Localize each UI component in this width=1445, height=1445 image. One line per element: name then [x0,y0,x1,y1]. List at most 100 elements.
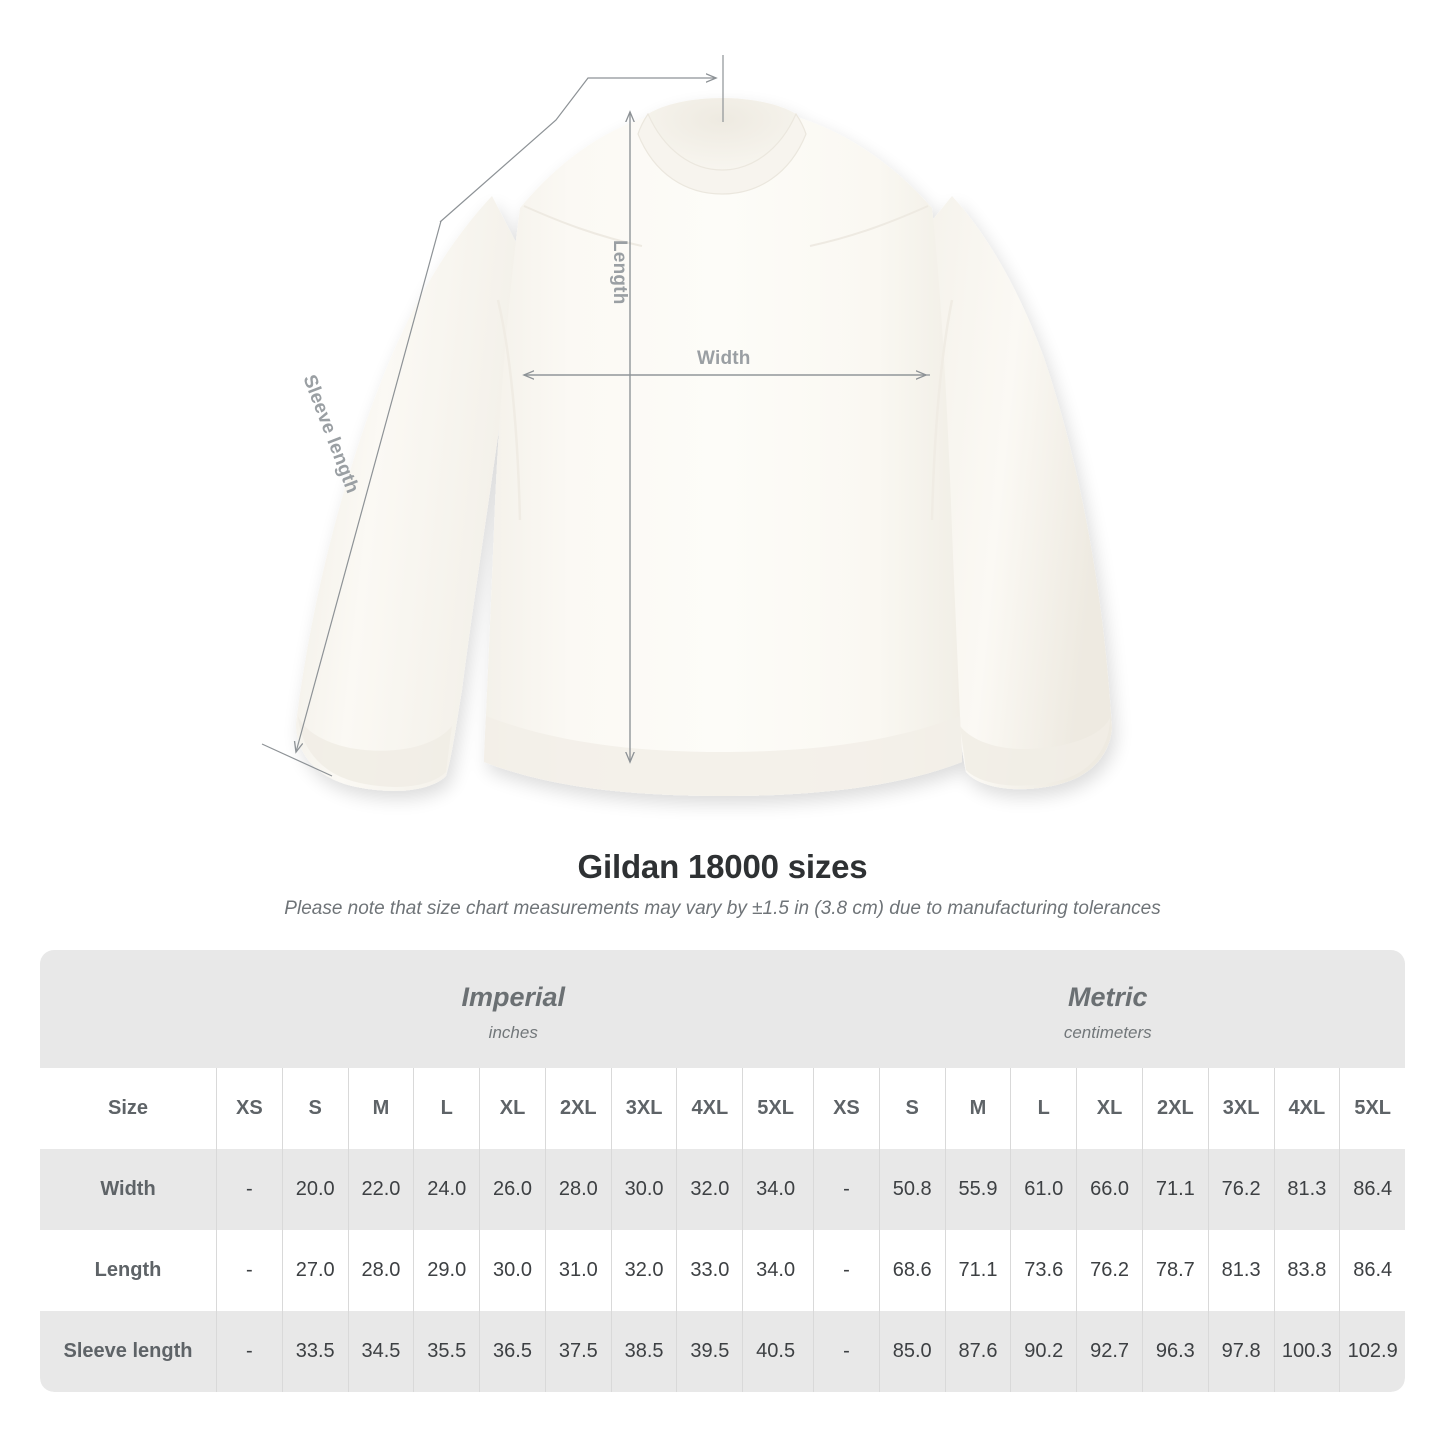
value-cell: - [216,1230,282,1311]
unit-system-header: Imperial inches Metric centimeters [40,950,1405,1068]
size-header-cell: L [1010,1068,1076,1149]
value-cell: 20.0 [281,1149,348,1230]
page-title: Gildan 18000 sizes [577,848,868,885]
left-cuff [298,716,452,787]
row-label: Sleeve length [63,1340,193,1362]
value-cell: 37.5 [544,1311,611,1392]
left-sleeve [296,196,520,791]
value-cell: 29.0 [413,1230,479,1311]
size-header-cell: 4XL [1273,1068,1340,1149]
value-cell: 33.5 [281,1311,348,1392]
value-cell: 71.1 [944,1230,1011,1311]
value-cell: 27.0 [281,1230,348,1311]
value-cell: 92.7 [1076,1311,1142,1392]
size-header-cell: 5XL [1339,1068,1405,1149]
size-header-cell: XS [216,1068,282,1149]
table-row: Width -20.0 22.0 24.0 26.0 28.0 30.0 32.0 34.0-5… [40,1149,1405,1230]
size-header-cell: M [944,1068,1011,1149]
value-cell: 81.3 [1207,1230,1274,1311]
metric-subtitle: centimeters [1063,1023,1152,1043]
value-cell: 28.0 [544,1149,611,1230]
value-cell: 97.8 [1207,1311,1274,1392]
value-cell: - [813,1230,879,1311]
length-label: Length [609,240,630,305]
value-cell: 36.5 [479,1311,545,1392]
value-cell: - [813,1149,879,1230]
value-cell: 96.3 [1141,1311,1208,1392]
row-label: Length [94,1259,162,1281]
size-header-cell: 5XL [742,1068,808,1149]
size-header-cell: 3XL [1207,1068,1274,1149]
value-cell: 32.0 [676,1149,742,1230]
bottom-hem [484,716,962,796]
value-cell: 68.6 [878,1230,945,1311]
metric-title: Metric [1067,981,1148,1012]
value-cell: 30.0 [479,1230,545,1311]
value-cell: 34.0 [742,1230,808,1311]
value-cell: 78.7 [1141,1230,1208,1311]
size-header-cell: XL [1076,1068,1142,1149]
left-armhole-seam [496,299,522,521]
value-cell: 31.0 [544,1230,611,1311]
collar-opening [648,98,796,170]
measurement-overlay [261,55,930,777]
value-cell: 55.9 [944,1149,1011,1230]
garment-body [484,116,962,796]
value-cell: 24.0 [413,1149,479,1230]
value-cell: 86.4 [1339,1149,1405,1230]
value-cell: 83.8 [1273,1230,1340,1311]
size-header-cell: S [281,1068,348,1149]
size-header-cell: XS [813,1068,879,1149]
left-shoulder-seam [523,205,643,247]
value-cell: - [216,1149,282,1230]
shoulder-leader [439,55,724,223]
size-table-body: Size XS S M L XL 2XL 3XL 4XL 5XL XS S M L XL 2XL 3XL 4XL 5… [40,1068,1405,1392]
value-cell: 38.5 [610,1311,677,1392]
width-label: Width [697,348,751,369]
value-cell: 30.0 [610,1149,677,1230]
table-row: Sleeve length -33.5 34.5 35.5 36.5 37.5 38.5 39… [40,1311,1405,1392]
value-cell: 102.9 [1339,1311,1405,1392]
sweatshirt-illustration [296,98,1112,796]
size-header-cell: 3XL [610,1068,677,1149]
imperial-title: Imperial [461,981,566,1012]
right-sleeve [908,196,1112,790]
value-cell: 33.0 [676,1230,742,1311]
size-header-cell: M [347,1068,414,1149]
value-cell: 85.0 [878,1311,945,1392]
size-header-cell: L [413,1068,479,1149]
value-cell: - [216,1311,282,1392]
value-cell: 66.0 [1076,1149,1142,1230]
value-cell: 40.5 [742,1311,808,1392]
size-header-cell: S [878,1068,945,1149]
collar-band [637,112,807,195]
right-shoulder-seam [809,205,929,247]
value-cell: 28.0 [347,1230,414,1311]
value-cell: 35.5 [413,1311,479,1392]
value-cell: 81.3 [1273,1149,1340,1230]
value-cell: 76.2 [1076,1230,1142,1311]
sleeve-length-arrow [261,220,442,777]
value-cell: 34.5 [347,1311,414,1392]
size-header-cell: 4XL [676,1068,742,1149]
size-header-cell: 2XL [544,1068,611,1149]
tolerance-note: Please note that size chart measurements… [284,898,1161,919]
garment-diagram: Length Width Sleeve length [261,55,1112,796]
imperial-subtitle: inches [488,1023,538,1043]
imperial-header: Imperial inches [216,950,811,1068]
size-header-cell: XL [479,1068,545,1149]
value-cell: 34.0 [742,1149,808,1230]
value-cell: 100.3 [1273,1311,1340,1392]
table-row: Length -27.0 28.0 29.0 30.0 31.0 32.0 33.0 34.0-… [40,1230,1405,1311]
value-cell: 73.6 [1010,1230,1076,1311]
value-cell: 61.0 [1010,1149,1076,1230]
right-armhole-seam [930,299,954,521]
value-cell: 90.2 [1010,1311,1076,1392]
value-cell: - [813,1311,879,1392]
value-cell: 26.0 [479,1149,545,1230]
size-column-header: Size [107,1097,149,1119]
size-header-cell: 2XL [1141,1068,1208,1149]
value-cell: 86.4 [1339,1230,1405,1311]
table-header-row: Size XS S M L XL 2XL 3XL 4XL 5XL XS S M L XL 2XL 3XL 4XL 5… [40,1068,1405,1149]
